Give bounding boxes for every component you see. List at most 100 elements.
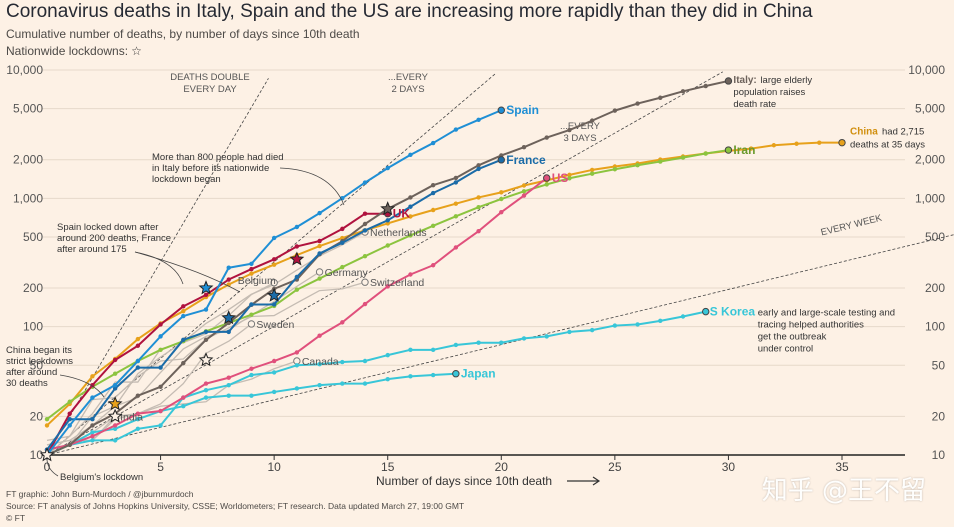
lockdown-star-belgium: [39, 447, 55, 462]
lockdown-star-uk: [289, 251, 305, 266]
data-point: [567, 329, 572, 335]
data-point: [90, 382, 95, 388]
data-point: [771, 143, 777, 148]
data-point: [90, 430, 95, 435]
data-point: [112, 423, 118, 428]
data-point: [135, 417, 141, 422]
data-point: [453, 127, 459, 132]
annotation-france-lockdown-leader: [134, 251, 241, 293]
data-point: [385, 352, 390, 358]
data-point: [181, 337, 186, 343]
y-tick-label-left: 2,000: [13, 153, 43, 167]
guide-line--every-3-days: [46, 71, 723, 456]
annotation-china-lockdown-line: 30 deaths: [6, 378, 48, 389]
annotation-italy-line1: large elderly: [760, 75, 812, 86]
data-point: [317, 333, 322, 338]
annotation-china-lockdown-leader: [59, 374, 105, 398]
star-icon: ☆: [131, 44, 142, 58]
data-point: [249, 366, 254, 371]
data-point: [430, 263, 436, 268]
data-point: [294, 386, 300, 391]
data-point: [112, 371, 118, 376]
lockdown-legend: Nationwide lockdowns: ☆: [6, 44, 142, 58]
data-point: [362, 301, 368, 307]
y-tick-label-right: 50: [932, 358, 946, 372]
series-label-india: India: [120, 411, 143, 423]
data-point: [544, 135, 549, 140]
data-point: [90, 395, 95, 400]
data-point: [181, 308, 186, 314]
data-point: [90, 438, 95, 443]
data-point: [158, 423, 163, 428]
data-point: [90, 374, 95, 379]
watermark: 知乎 @王不留: [761, 476, 926, 506]
data-point: [226, 277, 231, 282]
data-point: [521, 183, 527, 188]
series-italy: [44, 77, 733, 458]
data-point: [589, 327, 595, 333]
y-tick-label-right: 100: [925, 320, 945, 334]
series-end-marker-spain: [497, 106, 505, 114]
data-point: [521, 144, 527, 150]
data-point: [476, 195, 481, 200]
data-point: [203, 329, 209, 335]
lockdown-star-italy: [380, 201, 396, 216]
data-point: [680, 89, 686, 94]
x-tick-label: 10: [267, 460, 281, 474]
data-point: [135, 358, 141, 364]
y-tick-label-left: 50: [30, 358, 44, 372]
data-point: [271, 302, 277, 307]
data-point: [680, 314, 686, 319]
series-label-germany: Germany: [325, 267, 369, 279]
data-point: [112, 426, 118, 432]
y-tick-label-left: 1,000: [13, 191, 43, 205]
data-point: [476, 204, 481, 210]
data-point: [658, 95, 663, 100]
data-point: [612, 167, 618, 172]
data-point: [135, 393, 141, 398]
y-tick-label-left: 20: [30, 409, 44, 423]
data-point: [317, 361, 322, 367]
data-point: [430, 190, 436, 196]
data-point: [112, 382, 118, 388]
data-point: [794, 141, 799, 146]
data-point: [249, 266, 254, 272]
annotation-skorea-line: early and large-scale testing and: [758, 308, 895, 319]
data-point: [453, 342, 459, 348]
data-point: [112, 386, 118, 391]
x-tick-label: 20: [495, 460, 509, 474]
data-point: [67, 442, 72, 448]
data-point: [499, 340, 504, 345]
data-point: [203, 337, 209, 343]
data-point: [90, 434, 95, 439]
data-point: [703, 83, 708, 89]
data-point: [294, 224, 300, 230]
data-point: [271, 257, 277, 262]
y-tick-label-right: 200: [925, 281, 945, 295]
data-point: [567, 127, 572, 133]
guide-line--every-2-days: [46, 73, 496, 456]
lockdown-legend-label: Nationwide lockdowns:: [6, 44, 129, 58]
footer-credit: FT graphic: John Burn-Murdoch / @jburnmu…: [6, 489, 194, 499]
annotation-italy-lockdown-leader: [279, 167, 345, 206]
annotation-italy-lockdown-line: in Italy before its nationwide: [152, 163, 269, 174]
series-label-france: France: [506, 153, 546, 167]
data-point: [362, 228, 368, 233]
data-point: [362, 221, 368, 227]
data-point: [112, 438, 118, 443]
x-tick-label: 35: [835, 460, 849, 474]
data-point: [67, 423, 72, 428]
data-point: [158, 365, 163, 370]
data-point: [317, 382, 322, 388]
data-point: [521, 336, 527, 341]
data-point: [635, 163, 640, 168]
series-label-netherlands: Netherlands: [370, 227, 427, 239]
x-axis-label: Number of days since 10th death: [376, 474, 552, 488]
series-line-italy: [46, 79, 729, 456]
annotation-skorea-line: get the outbreak: [758, 332, 827, 343]
y-tick-label-right: 5,000: [915, 102, 945, 116]
